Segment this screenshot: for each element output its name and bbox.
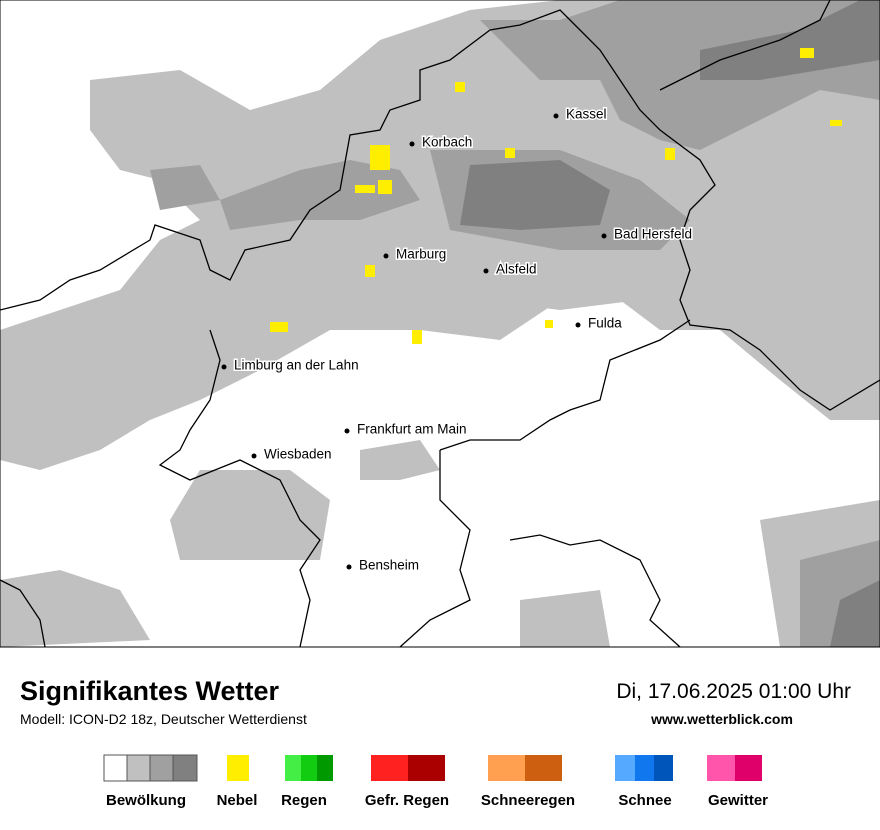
- city-label: Limburg an der Lahn: [234, 358, 359, 373]
- city-label: Korbach: [422, 135, 472, 150]
- city-label: Kassel: [566, 107, 607, 122]
- legend-label: Schneeregen: [481, 792, 575, 809]
- city-label: Alsfeld: [496, 262, 537, 277]
- city-label: Marburg: [396, 247, 446, 262]
- borders: [0, 0, 880, 648]
- legend-label: Nebel: [217, 792, 258, 809]
- city-label: Bensheim: [359, 558, 419, 573]
- city-label: Frankfurt am Main: [357, 422, 467, 437]
- datetime: Di, 17.06.2025 01:00 Uhr: [616, 680, 851, 703]
- map: [0, 0, 880, 648]
- subtitle: Modell: ICON-D2 18z, Deutscher Wetterdie…: [20, 711, 307, 727]
- legend-label: Schnee: [618, 792, 671, 809]
- legend-label: Gefr. Regen: [365, 792, 449, 809]
- legend-label: Regen: [281, 792, 327, 809]
- city-markers: [221, 113, 607, 570]
- city-label: Wiesbaden: [264, 447, 332, 462]
- title: Signifikantes Wetter: [20, 676, 280, 706]
- fog: [270, 48, 842, 344]
- legend-label: Bewölkung: [106, 792, 186, 809]
- source: www.wetterblick.com: [650, 711, 793, 727]
- city-label: Fulda: [588, 316, 622, 331]
- legend-label: Gewitter: [708, 792, 768, 809]
- city-label: Bad Hersfeld: [614, 227, 692, 242]
- legend-swatches: [103, 754, 762, 782]
- cloud-dark: [460, 0, 880, 647]
